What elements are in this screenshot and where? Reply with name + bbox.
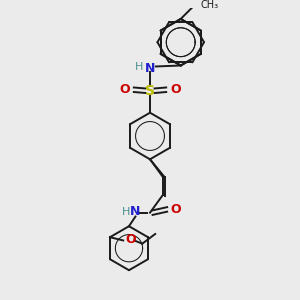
Text: S: S <box>145 84 155 98</box>
Text: H: H <box>134 62 143 72</box>
Text: O: O <box>125 233 136 246</box>
Text: O: O <box>170 203 181 216</box>
Text: N: N <box>130 205 141 218</box>
Text: N: N <box>145 61 155 75</box>
Text: CH₃: CH₃ <box>201 0 219 10</box>
Text: O: O <box>170 83 181 96</box>
Text: H: H <box>122 207 130 217</box>
Text: O: O <box>119 83 130 96</box>
